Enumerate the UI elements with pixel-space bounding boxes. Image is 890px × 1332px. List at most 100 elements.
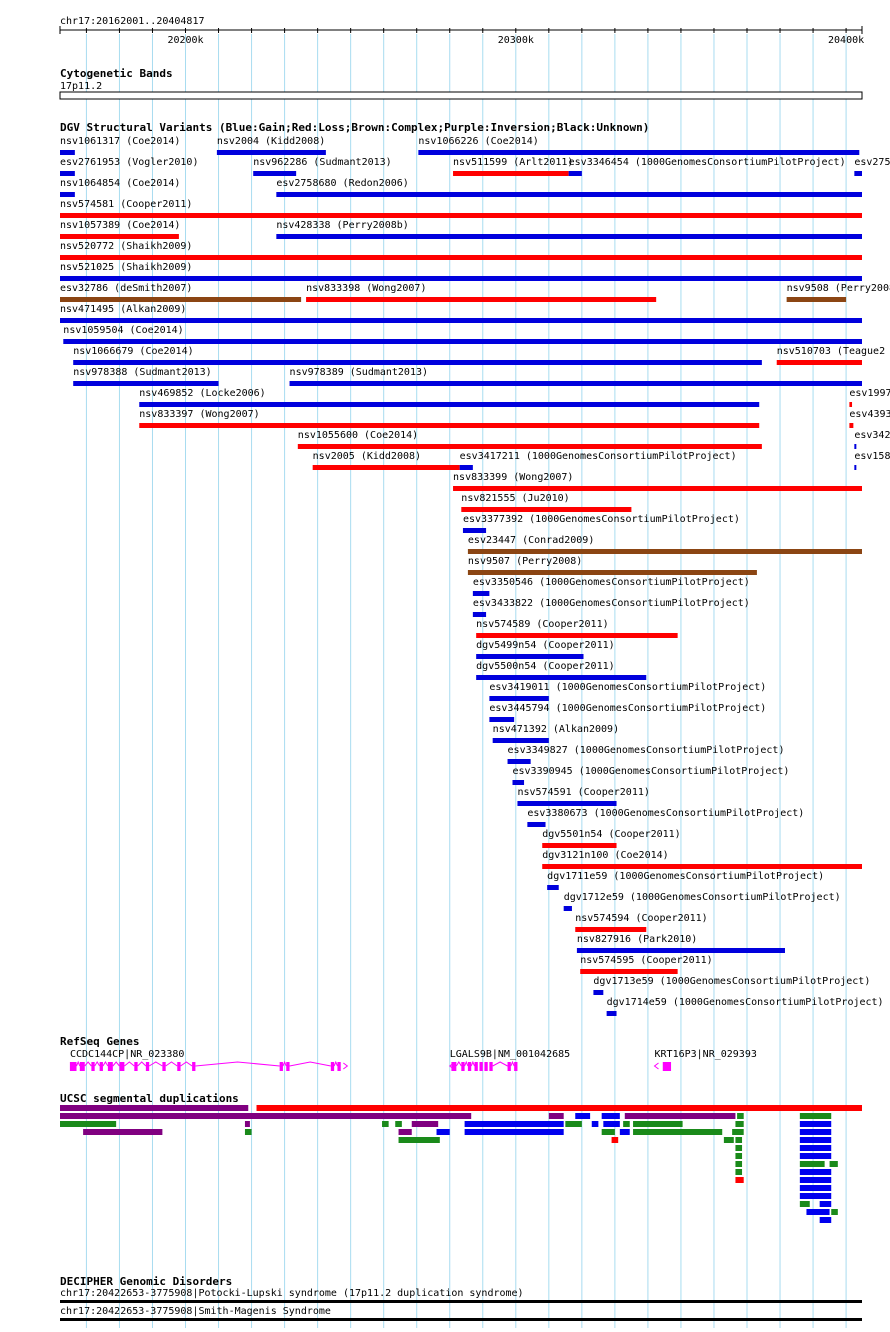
dgv-feature[interactable]: esv3349827 (1000GenomesConsortiumPilotPr… — [507, 745, 785, 764]
dgv-feature[interactable]: esv3433822 (1000GenomesConsortiumPilotPr… — [472, 598, 750, 617]
dgv-feature[interactable]: nsv1066226 (Coe2014) — [418, 136, 860, 155]
dgv-features[interactable]: nsv1061317 (Coe2014) nsv2004 (Kidd2008) ns… — [60, 136, 890, 1016]
dgv-feature[interactable]: dgv1712e59 (1000GenomesConsortiumPilotPr… — [563, 892, 841, 911]
dgv-feature[interactable]: esv19973 — [849, 388, 890, 407]
dgv-feature[interactable]: nsv574591 (Cooper2011) — [517, 787, 650, 806]
segdup-feature[interactable] — [244, 1121, 250, 1127]
segdup-feature[interactable] — [799, 1193, 832, 1199]
refseq-gene[interactable]: CCDC144CP|NR_023380 — [69, 1049, 349, 1071]
segdup-feature[interactable] — [735, 1177, 744, 1183]
dgv-feature[interactable]: nsv1061317 (Coe2014) — [60, 136, 180, 155]
segdup-feature[interactable] — [603, 1121, 620, 1127]
dgv-feature[interactable]: nsv471392 (Alkan2009) — [492, 724, 619, 743]
dgv-feature[interactable]: esv1586 — [854, 451, 890, 470]
segdup-feature[interactable] — [382, 1121, 389, 1127]
dgv-feature[interactable]: esv275 — [854, 157, 890, 176]
segdup-feature[interactable] — [60, 1121, 117, 1127]
segdup-feature[interactable] — [623, 1121, 630, 1127]
dgv-feature[interactable]: dgv5500n54 (Cooper2011) — [476, 661, 647, 680]
dgv-feature[interactable]: nsv574594 (Cooper2011) — [575, 913, 708, 932]
decipher-feature[interactable]: chr17:20422653-3775908|Smith-Magenis Syn… — [60, 1306, 862, 1321]
segdup-feature[interactable] — [548, 1113, 564, 1119]
segdup-feature[interactable] — [799, 1121, 832, 1127]
dgv-feature[interactable]: nsv1059504 (Coe2014) — [63, 325, 862, 344]
dgv-feature[interactable]: esv3390945 (1000GenomesConsortiumPilotPr… — [512, 766, 789, 785]
segdup-feature[interactable] — [633, 1121, 683, 1127]
dgv-feature[interactable]: nsv962286 (Sudmant2013) — [253, 157, 392, 176]
dgv-feature[interactable]: nsv1064854 (Coe2014) — [60, 178, 180, 197]
segdup-features[interactable] — [60, 1105, 862, 1223]
segdup-feature[interactable] — [799, 1137, 832, 1143]
dgv-feature[interactable]: esv3377392 (1000GenomesConsortiumPilotPr… — [462, 514, 740, 533]
segdup-feature[interactable] — [436, 1129, 450, 1135]
dgv-feature[interactable]: esv3419011 (1000GenomesConsortiumPilotPr… — [489, 682, 766, 701]
segdup-feature[interactable] — [83, 1129, 163, 1135]
segdup-feature[interactable] — [601, 1129, 615, 1135]
dgv-feature[interactable]: nsv1066679 (Coe2014) — [73, 346, 762, 365]
segdup-feature[interactable] — [464, 1121, 564, 1127]
dgv-feature[interactable]: nsv521025 (Shaikh2009) — [60, 262, 862, 281]
segdup-feature[interactable] — [601, 1113, 620, 1119]
segdup-feature[interactable] — [565, 1121, 582, 1127]
dgv-feature[interactable]: nsv833397 (Wong2007) — [139, 409, 760, 428]
dgv-feature[interactable]: esv23447 (Conrad2009) — [467, 535, 862, 554]
segdup-feature[interactable] — [256, 1105, 862, 1111]
dgv-feature[interactable]: nsv2005 (Kidd2008) — [312, 451, 460, 470]
dgv-feature[interactable]: nsv471495 (Alkan2009) — [60, 304, 862, 323]
dgv-feature[interactable]: esv3350546 (1000GenomesConsortiumPilotPr… — [472, 577, 750, 596]
segdup-feature[interactable] — [60, 1113, 472, 1119]
segdup-feature[interactable] — [806, 1209, 830, 1215]
segdup-feature[interactable] — [819, 1201, 832, 1207]
segdup-feature[interactable] — [799, 1201, 810, 1207]
segdup-feature[interactable] — [398, 1129, 412, 1135]
dgv-feature[interactable]: nsv511599 (Arlt2011) — [453, 157, 573, 176]
segdup-feature[interactable] — [575, 1113, 591, 1119]
segdup-feature[interactable] — [60, 1105, 249, 1111]
dgv-feature[interactable]: nsv827916 (Park2010) — [576, 934, 785, 953]
dgv-feature[interactable]: esv32786 (deSmith2007) — [60, 283, 302, 302]
dgv-feature[interactable]: nsv574589 (Cooper2011) — [476, 619, 678, 638]
dgv-feature[interactable]: nsv821555 (Ju2010) — [461, 493, 632, 512]
segdup-feature[interactable] — [735, 1169, 743, 1175]
segdup-feature[interactable] — [799, 1169, 832, 1175]
segdup-feature[interactable] — [624, 1113, 736, 1119]
dgv-feature[interactable]: dgv1711e59 (1000GenomesConsortiumPilotPr… — [547, 871, 824, 890]
dgv-feature[interactable]: nsv520772 (Shaikh2009) — [60, 241, 862, 260]
dgv-feature[interactable]: esv3417211 (1000GenomesConsortiumPilotPr… — [459, 451, 737, 470]
segdup-feature[interactable] — [737, 1113, 744, 1119]
segdup-feature[interactable] — [395, 1121, 402, 1127]
dgv-feature[interactable]: dgv5499n54 (Cooper2011) — [476, 640, 615, 659]
decipher-features[interactable]: chr17:20422653-3775908|Potocki-Lupski sy… — [60, 1288, 862, 1321]
decipher-track[interactable]: DECIPHER Genomic Disorders chr17:2042265… — [60, 1275, 862, 1321]
dgv-feature[interactable]: nsv833399 (Wong2007) — [453, 472, 862, 491]
segdup-feature[interactable] — [398, 1137, 440, 1143]
segdup-feature[interactable] — [735, 1121, 744, 1127]
segdup-feature[interactable] — [735, 1137, 743, 1143]
dgv-feature[interactable]: nsv574581 (Cooper2011) — [60, 199, 862, 218]
segdup-feature[interactable] — [464, 1129, 564, 1135]
dgv-feature[interactable]: nsv469852 (Locke2006) — [139, 388, 760, 407]
dgv-feature[interactable]: esv3380673 (1000GenomesConsortiumPilotPr… — [527, 808, 804, 827]
segdup-feature[interactable] — [611, 1137, 619, 1143]
segdup-feature[interactable] — [829, 1161, 838, 1167]
dgv-feature[interactable]: esv3424 — [854, 430, 890, 449]
segdup-feature[interactable] — [799, 1145, 832, 1151]
dgv-feature[interactable]: esv3346454 (1000GenomesConsortiumPilotPr… — [568, 157, 846, 176]
segdup-feature[interactable] — [735, 1153, 743, 1159]
segdup-feature[interactable] — [799, 1113, 832, 1119]
segdup-feature[interactable] — [723, 1137, 734, 1143]
refseq-track[interactable]: RefSeq Genes CCDC144CP|NR_023380 LGALS9B|… — [60, 1035, 757, 1071]
dgv-feature[interactable]: nsv978389 (Sudmant2013) — [289, 367, 863, 386]
dgv-feature[interactable]: dgv1714e59 (1000GenomesConsortiumPilotPr… — [606, 997, 884, 1016]
dgv-feature[interactable]: nsv9508 (Perry2008 — [786, 283, 890, 302]
decipher-feature[interactable]: chr17:20422653-3775908|Potocki-Lupski sy… — [60, 1288, 862, 1303]
dgv-feature[interactable]: nsv1057389 (Coe2014) — [60, 220, 180, 239]
dgv-feature[interactable]: esv2758680 (Redon2006) — [276, 178, 862, 197]
segdup-feature[interactable] — [799, 1129, 832, 1135]
dgv-feature[interactable]: dgv5501n54 (Cooper2011) — [542, 829, 681, 848]
dgv-feature[interactable]: nsv1055600 (Coe2014) — [297, 430, 762, 449]
dgv-feature[interactable]: nsv428338 (Perry2008b) — [276, 220, 862, 239]
dgv-feature[interactable]: esv2761953 (Vogler2010) — [60, 157, 198, 176]
dgv-track[interactable]: DGV Structural Variants (Blue:Gain;Red:L… — [60, 121, 890, 1016]
refseq-gene[interactable]: LGALS9B|NM_001042685 — [448, 1049, 570, 1071]
